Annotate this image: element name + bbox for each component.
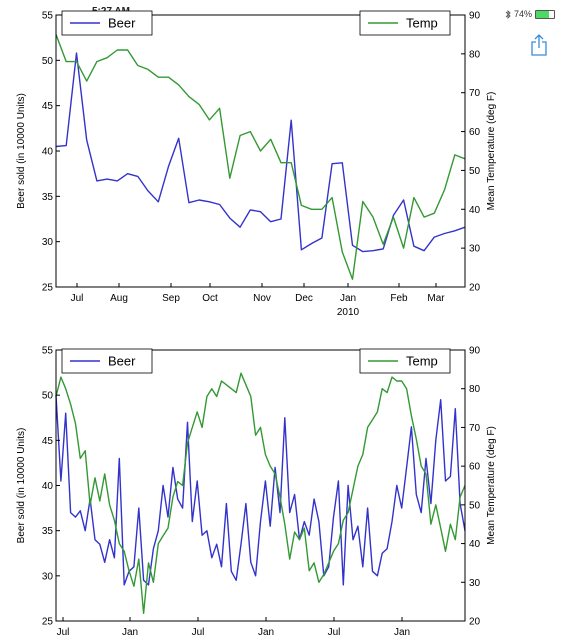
x-tick-label: Jan [394, 627, 410, 635]
left-axis-label: Beer sold (in 10000 Units) [16, 428, 27, 544]
left-tick-label: 50 [42, 56, 54, 67]
right-tick-label: 30 [469, 244, 481, 255]
right-tick-label: 60 [469, 462, 481, 473]
right-tick-label: 80 [469, 49, 481, 60]
legend-temp: Temp [359, 348, 451, 374]
x-tick-label: Feb [390, 293, 408, 304]
legend-label: Beer [108, 354, 136, 369]
x-tick-label: Jan [258, 627, 274, 635]
left-tick-label: 40 [42, 481, 54, 492]
left-tick-label: 35 [42, 192, 54, 203]
battery-text: 74% [514, 9, 533, 19]
battery-fill [536, 10, 550, 18]
left-axis-label: Beer sold (in 10000 Units) [16, 93, 27, 209]
legend-label: Temp [406, 16, 438, 31]
x-axis: Jul Aug Sep Oct Nov Dec Jan Feb Mar [71, 283, 445, 304]
left-tick-label: 45 [42, 101, 54, 112]
battery-icon [535, 9, 556, 19]
right-tick-label: 50 [469, 500, 481, 511]
x-tick-label: Jul [71, 293, 84, 304]
left-tick-label: 25 [42, 283, 54, 294]
right-tick-label: 20 [469, 283, 481, 294]
right-tick-label: 90 [469, 346, 481, 357]
x-tick-label: Jul [192, 627, 205, 635]
x-axis: Jul Jan Jul Jan Jul Jan [57, 617, 410, 635]
right-tick-label: 40 [469, 539, 481, 550]
right-tick-label: 80 [469, 384, 481, 395]
share-icon[interactable] [530, 34, 548, 56]
left-tick-label: 50 [42, 391, 54, 402]
right-tick-label: 50 [469, 166, 481, 177]
right-tick-label: 70 [469, 423, 481, 434]
left-tick-label: 35 [42, 526, 54, 537]
left-tick-label: 45 [42, 436, 54, 447]
left-tick-label: 30 [42, 237, 54, 248]
right-tick-label: 30 [469, 578, 481, 589]
bluetooth-icon [505, 9, 511, 19]
legend-beer: Beer [61, 10, 153, 36]
right-tick-label: 90 [469, 11, 481, 22]
right-tick-label: 40 [469, 205, 481, 216]
legend-beer: Beer [61, 348, 153, 374]
left-axis: 25 30 35 40 45 50 55 [42, 11, 60, 294]
chart-top: 25 30 35 40 45 50 55 20 30 40 50 60 70 80 90 Jul Aug Se… [16, 10, 497, 319]
x-tick-label: Jan [340, 293, 356, 304]
left-tick-label: 25 [42, 617, 54, 628]
series-line-temp [55, 372, 466, 614]
series-line-beer [55, 52, 466, 253]
legend-temp: Temp [359, 10, 451, 36]
x-tick-label: Sep [162, 293, 180, 304]
x-tick-label: Jul [57, 627, 70, 635]
series-line-beer [55, 395, 466, 586]
series-line-temp [55, 34, 466, 280]
left-tick-label: 30 [42, 571, 54, 582]
x-tick-label: Jul [328, 627, 341, 635]
legend-label: Beer [108, 16, 136, 31]
left-tick-label: 55 [42, 11, 54, 22]
left-tick-label: 55 [42, 346, 54, 357]
right-tick-label: 60 [469, 127, 481, 138]
legend-label: Temp [406, 354, 438, 369]
x-tick-label: Oct [202, 293, 218, 304]
right-axis: 20 30 40 50 60 70 80 90 [461, 346, 481, 628]
right-axis-label: Mean Temperature (deg F) [486, 426, 497, 545]
status-right: 74% [505, 9, 556, 19]
x-tick-label: Aug [110, 293, 128, 304]
x-axis-year-label: 2010 [337, 307, 360, 318]
right-axis: 20 30 40 50 60 70 80 90 [461, 11, 481, 294]
x-tick-label: Dec [295, 293, 313, 304]
left-axis: 25 30 35 40 45 50 55 [42, 346, 60, 628]
right-tick-label: 20 [469, 617, 481, 628]
right-tick-label: 70 [469, 88, 481, 99]
x-tick-label: Nov [253, 293, 271, 304]
x-tick-label: Mar [427, 293, 445, 304]
right-axis-label: Mean Temperature (deg F) [486, 92, 497, 211]
left-tick-label: 40 [42, 147, 54, 158]
x-tick-label: Jan [122, 627, 138, 635]
